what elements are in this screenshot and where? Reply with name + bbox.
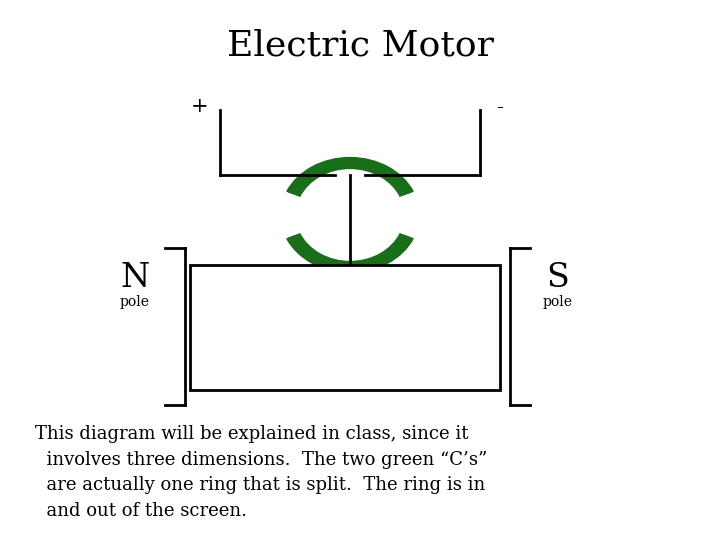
Text: -: - (497, 98, 503, 117)
Text: +: + (192, 98, 209, 117)
Text: S: S (546, 262, 570, 294)
Text: pole: pole (543, 295, 573, 309)
Text: Electric Motor: Electric Motor (227, 28, 493, 62)
Text: pole: pole (120, 295, 150, 309)
Text: This diagram will be explained in class, since it
  involves three dimensions.  : This diagram will be explained in class,… (35, 425, 487, 520)
Text: N: N (120, 262, 150, 294)
Bar (190, 265, 500, 390)
